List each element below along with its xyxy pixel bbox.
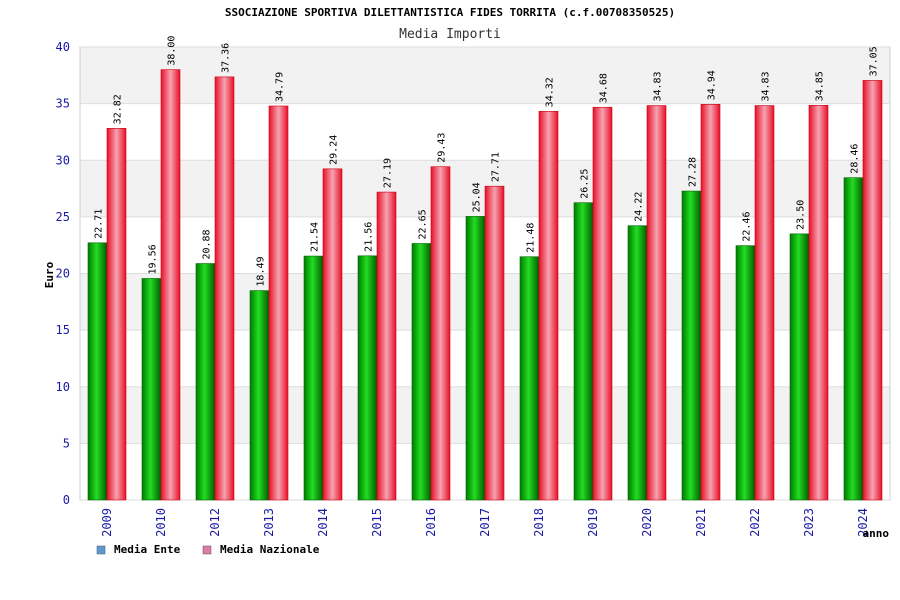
x-tick-label: 2012: [208, 508, 222, 537]
bar-media-ente-2024: [843, 177, 864, 501]
bar-media-ente-2009: [87, 242, 108, 501]
data-label: 34.83: [653, 71, 664, 101]
x-tick-label: 2015: [370, 508, 384, 537]
y-tick-label: 10: [56, 380, 70, 394]
bar-media-ente-2010: [141, 278, 162, 501]
data-label: 21.54: [310, 222, 321, 252]
bar-media-nazionale-2020: [646, 105, 667, 501]
x-tick-label: 2016: [424, 508, 438, 537]
bar-media-nazionale-2012: [214, 76, 235, 501]
bar-media-nazionale-2018: [538, 111, 559, 501]
y-axis-ticks: 0 5 10 15 20 25 30 35 40: [56, 40, 70, 507]
y-tick-label: 35: [56, 97, 70, 111]
data-label: 18.49: [256, 256, 267, 286]
data-label: 34.94: [707, 70, 718, 100]
data-label: 22.46: [742, 212, 753, 242]
x-tick-label: 2018: [532, 508, 546, 537]
legend-swatch-media-ente: [96, 545, 106, 555]
data-label: 34.79: [275, 72, 286, 102]
bars: [87, 69, 883, 501]
bar-media-nazionale-2013: [268, 105, 289, 501]
x-tick-label: 2017: [478, 508, 492, 537]
bar-media-nazionale-2023: [808, 105, 829, 501]
data-label: 34.85: [815, 71, 826, 101]
data-label: 32.82: [113, 94, 124, 124]
y-tick-label: 20: [56, 267, 70, 281]
bar-media-nazionale-2014: [322, 168, 343, 501]
bar-media-nazionale-2019: [592, 106, 613, 501]
x-tick-label: 2014: [316, 508, 330, 537]
bar-media-nazionale-2015: [376, 191, 397, 501]
data-label: 29.43: [437, 133, 448, 163]
data-label: 27.28: [688, 157, 699, 187]
bar-media-nazionale-2021: [700, 104, 721, 501]
data-label: 20.88: [202, 229, 213, 259]
y-tick-label: 0: [63, 493, 70, 507]
bar-media-ente-2016: [411, 243, 432, 501]
bar-media-ente-2022: [735, 245, 756, 501]
x-tick-label: 2023: [802, 508, 816, 537]
x-tick-label: 2022: [748, 508, 762, 537]
bar-media-ente-2017: [465, 216, 486, 501]
data-label: 25.04: [472, 182, 483, 212]
data-labels: 22.71 32.82 19.56 38.00 20.88 37.36 18.49 34.79…: [94, 36, 880, 287]
data-label: 26.25: [580, 169, 591, 199]
data-label: 24.22: [634, 192, 645, 222]
bar-media-ente-2023: [789, 233, 810, 501]
data-label: 28.46: [850, 144, 861, 174]
y-tick-label: 5: [63, 436, 70, 450]
bar-media-ente-2018: [519, 256, 540, 501]
x-tick-label: 2024: [856, 508, 870, 537]
x-tick-label: 2020: [640, 508, 654, 537]
legend-label-media-nazionale: Media Nazionale: [220, 543, 320, 556]
bar-media-ente-2013: [249, 290, 270, 501]
bar-media-ente-2021: [681, 190, 702, 501]
y-tick-label: 15: [56, 323, 70, 337]
x-tick-label: 2019: [586, 508, 600, 537]
legend-swatch-media-nazionale: [202, 545, 212, 555]
bar-media-ente-2012: [195, 263, 216, 501]
data-label: 34.68: [599, 73, 610, 103]
x-tick-label: 2013: [262, 508, 276, 537]
x-axis-ticks: 2009 2010 2012 2013 2014 2015 2016 2017 2018 2019…: [100, 508, 870, 537]
bar-media-ente-2019: [573, 202, 594, 501]
bar-media-nazionale-2022: [754, 105, 775, 501]
y-tick-label: 25: [56, 210, 70, 224]
data-label: 22.65: [418, 209, 429, 239]
bar-media-ente-2014: [303, 255, 324, 501]
data-label: 37.05: [869, 46, 880, 76]
data-label: 34.83: [761, 71, 772, 101]
chart-title: SSOCIAZIONE SPORTIVA DILETTANTISTICA FID…: [225, 6, 675, 19]
chart-subtitle: Media Importi: [399, 27, 501, 42]
data-label: 38.00: [167, 36, 178, 66]
bar-media-ente-2015: [357, 255, 378, 501]
bar-media-nazionale-2009: [106, 128, 127, 501]
bar-media-nazionale-2016: [430, 166, 451, 501]
data-label: 37.36: [221, 43, 232, 73]
data-label: 27.71: [491, 152, 502, 182]
x-axis-label: anno: [863, 527, 890, 540]
bar-media-ente-2020: [627, 225, 648, 501]
data-label: 27.19: [383, 158, 394, 188]
legend-label-media-ente: Media Ente: [114, 543, 181, 556]
x-tick-label: 2009: [100, 508, 114, 537]
data-label: 19.56: [148, 244, 159, 274]
y-tick-label: 30: [56, 153, 70, 167]
x-tick-label: 2010: [154, 508, 168, 537]
x-tick-label: 2021: [694, 508, 708, 537]
y-axis-label: Euro: [43, 261, 56, 288]
bar-media-nazionale-2017: [484, 185, 505, 501]
data-label: 21.56: [364, 222, 375, 252]
bar-media-nazionale-2024: [862, 80, 883, 501]
data-label: 22.71: [94, 209, 105, 239]
legend: Media Ente Media Nazionale: [96, 543, 320, 556]
data-label: 21.48: [526, 223, 537, 253]
data-label: 23.50: [796, 200, 807, 230]
data-label: 34.32: [545, 77, 556, 107]
y-tick-label: 40: [56, 40, 70, 54]
data-label: 29.24: [329, 135, 340, 165]
bar-media-nazionale-2010: [160, 69, 181, 501]
